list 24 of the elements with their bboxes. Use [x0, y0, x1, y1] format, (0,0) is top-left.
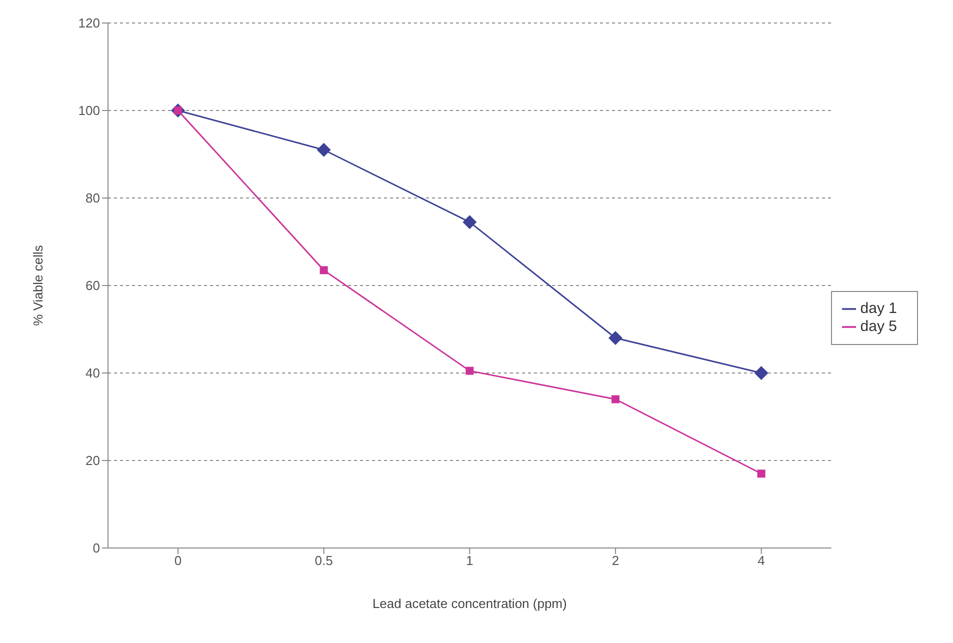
x-tick-label: 4: [758, 553, 765, 568]
point: [757, 470, 766, 478]
y-axis-title: % Viable cells: [30, 244, 46, 326]
y-tick-label: 40: [86, 366, 100, 381]
y-tick-label: 60: [86, 278, 100, 294]
point: [466, 366, 474, 375]
x-tick-label: 1: [466, 553, 474, 568]
legend-label: day 1: [860, 300, 897, 317]
point: [754, 366, 768, 380]
y-tick-label: 120: [78, 16, 100, 31]
x-tick-label: 0.5: [314, 553, 333, 568]
point: [320, 266, 328, 274]
point: [608, 331, 622, 345]
legend-label: day 5: [860, 318, 897, 335]
point: [611, 395, 620, 404]
x-axis-title: Lead acetate concentration (ppm): [372, 596, 567, 611]
point: [316, 142, 331, 157]
y-tick-label: 100: [78, 103, 100, 118]
y-tick-label: 20: [86, 453, 100, 468]
y-tick-label: 80: [86, 190, 100, 206]
x-tick-label: 0: [174, 553, 182, 568]
point: [462, 215, 477, 230]
x-tick-label: 2: [612, 553, 620, 568]
y-tick-label: 0: [92, 540, 100, 556]
